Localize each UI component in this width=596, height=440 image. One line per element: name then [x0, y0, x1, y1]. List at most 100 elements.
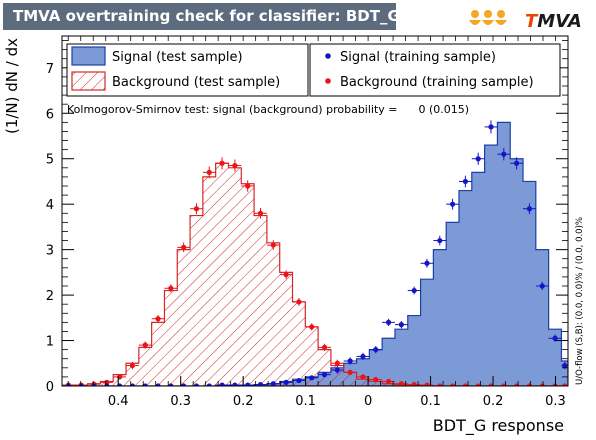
y-tick-label: 1: [46, 335, 54, 350]
legend-label-background-test: Background (test sample): [112, 75, 280, 90]
legend-swatch-signal-test: [71, 46, 106, 66]
background-training-point: [305, 323, 319, 331]
background-training-point: [484, 383, 498, 386]
x-tick-label: 0.1: [420, 394, 441, 409]
y-tick-label: 3: [46, 244, 54, 259]
signal-training-point: [369, 346, 383, 354]
legend-swatch-background-test: [71, 71, 106, 91]
signal-training-point: [330, 366, 344, 374]
signal-training-point: [87, 383, 101, 386]
y-tick-label: 2: [46, 289, 54, 304]
tmva-logo-icon: [469, 10, 507, 25]
background-training-point: [292, 298, 306, 306]
signal-training-point: [138, 383, 152, 386]
y-tick-label: 4: [46, 198, 54, 213]
signal-training-point: [202, 383, 216, 386]
signal-training-point: [305, 375, 319, 381]
legend-marker-signal-training: [325, 53, 331, 59]
signal-training-point: [407, 286, 421, 295]
background-training-point: [164, 284, 178, 293]
signal-training-point: [318, 372, 331, 378]
background-training-point: [228, 159, 242, 172]
background-training-point: [190, 203, 203, 215]
legend-label-background-training: Background (training sample): [340, 75, 534, 90]
axes: 0.4 0.3 0.2 0.1 0 0.1 0.2 0.3 0 1 2 3 4 5 6 7: [46, 36, 568, 409]
y-tick-label: 0: [46, 380, 54, 395]
x-tick-label: 0.3: [545, 394, 566, 409]
y-tick-label: 6: [46, 107, 54, 122]
background-training-point: [215, 157, 229, 170]
background-training-point: [458, 383, 472, 386]
background-training-point: [433, 383, 447, 386]
ks-test-text: Kolmogorov-Smirnov test: signal (backgro…: [67, 103, 469, 116]
tmva-logo: TMVA: [465, 6, 589, 36]
plot-title: TMVA overtraining check for classifier: …: [3, 3, 400, 30]
background-training-point: [279, 270, 293, 279]
background-training-point: [471, 383, 485, 386]
signal-training-point: [548, 334, 562, 342]
overflow-note: U/O-flow (S,B): (0.0, 0.0)% / (0.0, 0.0)…: [575, 217, 585, 385]
x-tick-label: 0.3: [170, 394, 191, 409]
signal-training-point: [177, 383, 191, 386]
signal-training-point: [561, 361, 568, 370]
x-tick-label: 0: [364, 394, 372, 409]
signal-training-point: [523, 203, 536, 215]
y-tick-label: 7: [46, 62, 54, 77]
background-training-point: [151, 315, 165, 323]
signal-training-point: [279, 379, 293, 385]
signal-training-point: [458, 175, 472, 188]
background-training-point: [497, 383, 511, 386]
signal-training-point: [394, 321, 408, 329]
legend-label-signal-training: Signal (training sample): [340, 50, 496, 65]
background-training-point: [356, 374, 370, 380]
y-axis-title: (1/N) dN / dx: [3, 38, 21, 134]
legend-box-left: [66, 43, 309, 97]
x-tick-label: 0.4: [108, 394, 129, 409]
background-training-point: [369, 377, 383, 383]
signal-training-point: [151, 383, 165, 386]
x-tick-label: 0.1: [295, 394, 316, 409]
y-tick-label: 5: [46, 153, 54, 168]
background-training-point: [330, 359, 344, 367]
background-training-point: [561, 383, 568, 386]
background-training-point: [138, 341, 152, 349]
signal-training-point: [471, 152, 485, 165]
signal-training-point: [343, 357, 357, 365]
background-training-point: [241, 180, 255, 192]
x-axis-title: BDT_G response: [433, 416, 564, 436]
signal-training-point: [190, 383, 203, 386]
signal-training-point: [356, 352, 370, 361]
background-training-point: [535, 383, 549, 386]
signal-training-point: [126, 383, 139, 386]
signal-training-point: [510, 157, 524, 170]
background-training-point: [254, 207, 267, 219]
x-tick-label: 0.2: [233, 394, 254, 409]
signal-training-point: [484, 120, 498, 134]
background-training-point: [420, 382, 434, 386]
signal-test-histogram: [62, 121, 568, 386]
background-training-point: [343, 369, 357, 375]
background-training-point: [202, 166, 216, 179]
signal-training-point: [446, 198, 459, 210]
signal-training-point: [74, 383, 88, 386]
signal-training-point: [535, 281, 549, 291]
signal-training-point: [254, 382, 267, 386]
x-tick-label: 0.2: [483, 394, 504, 409]
background-training-point: [266, 240, 280, 250]
signal-training-point: [497, 148, 511, 161]
tmva-logo-text: TMVA: [525, 11, 582, 32]
background-training-point: [318, 343, 331, 351]
legend-marker-background-training: [325, 78, 331, 84]
signal-training-point: [266, 381, 280, 386]
signal-training-point: [164, 383, 178, 386]
legend-box-right: [309, 43, 561, 97]
background-training-point: [126, 361, 139, 370]
signal-training-point: [433, 235, 447, 246]
signal-training-point: [420, 258, 434, 268]
background-training-point: [446, 383, 459, 386]
signal-training-point: [382, 318, 395, 326]
signal-training-point: [292, 377, 306, 384]
background-training-point: [177, 242, 191, 253]
legend-label-signal-test: Signal (test sample): [112, 50, 243, 65]
